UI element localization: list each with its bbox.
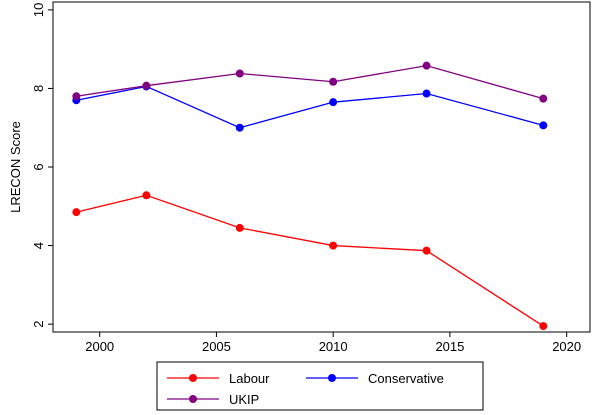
data-point-conservative: [235, 123, 244, 132]
data-point-labour: [539, 322, 548, 331]
series-line-ukip: [76, 64, 544, 100]
data-point-labour: [422, 246, 431, 255]
x-tick-label: 2000: [85, 339, 114, 354]
data-point-ukip: [329, 77, 338, 86]
data-point-conservative: [329, 98, 338, 107]
series-labour: [72, 191, 548, 331]
legend-marker: [189, 395, 197, 403]
y-tick-label: 2: [31, 321, 46, 328]
x-tick-label: 2010: [319, 339, 348, 354]
legend-label: Conservative: [368, 371, 444, 386]
data-point-conservative: [422, 89, 431, 98]
x-tick-label: 2020: [552, 339, 581, 354]
legend-item-labour: Labour: [167, 371, 270, 386]
y-tick-label: 8: [31, 85, 46, 92]
legend-item-ukip: UKIP: [167, 392, 259, 407]
legend-marker: [189, 374, 197, 382]
y-tick-label: 6: [31, 163, 46, 170]
legend: Labour Conservative UKIP: [156, 361, 484, 411]
data-point-conservative: [539, 121, 548, 130]
data-point-ukip: [422, 61, 431, 70]
data-point-labour: [142, 191, 151, 200]
legend-marker: [328, 374, 336, 382]
x-tick-label: 2015: [435, 339, 464, 354]
y-axis: 2 4 6 8 10: [31, 3, 53, 328]
series-line-labour: [76, 194, 544, 327]
data-point-ukip: [539, 94, 548, 103]
data-point-ukip: [72, 92, 81, 101]
data-point-labour: [72, 208, 81, 217]
data-point-ukip: [142, 81, 151, 90]
series-ukip: [72, 61, 548, 103]
series-layer: [72, 61, 548, 331]
x-tick-label: 2005: [202, 339, 231, 354]
data-point-ukip: [235, 69, 244, 78]
y-axis-title: LRECON Score: [8, 121, 23, 213]
data-point-labour: [235, 223, 244, 232]
y-tick-label: 4: [31, 242, 46, 249]
y-tick-label: 10: [31, 3, 46, 17]
legend-box: [156, 361, 484, 411]
legend-item-conservative: Conservative: [306, 371, 444, 386]
x-axis: 2000 2005 2010 2015 2020: [85, 332, 581, 354]
series-line-conservative: [76, 85, 544, 129]
data-point-labour: [329, 241, 338, 250]
legend-label: UKIP: [229, 392, 259, 407]
legend-label: Labour: [229, 371, 270, 386]
